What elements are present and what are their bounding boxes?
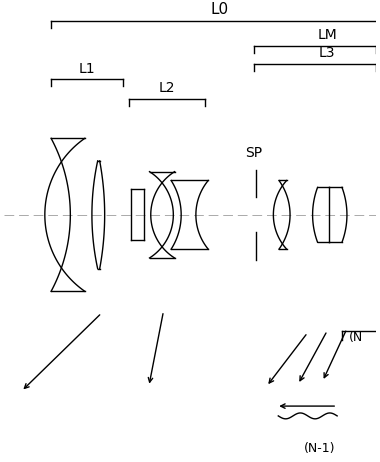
Text: (N-1): (N-1) [304, 442, 335, 455]
Text: LM: LM [317, 28, 337, 42]
Text: L0: L0 [211, 2, 228, 17]
Text: L2: L2 [159, 81, 175, 95]
Text: (N: (N [349, 331, 363, 344]
Text: SP: SP [245, 146, 262, 160]
Text: L1: L1 [79, 61, 95, 76]
Text: L3: L3 [319, 46, 336, 60]
